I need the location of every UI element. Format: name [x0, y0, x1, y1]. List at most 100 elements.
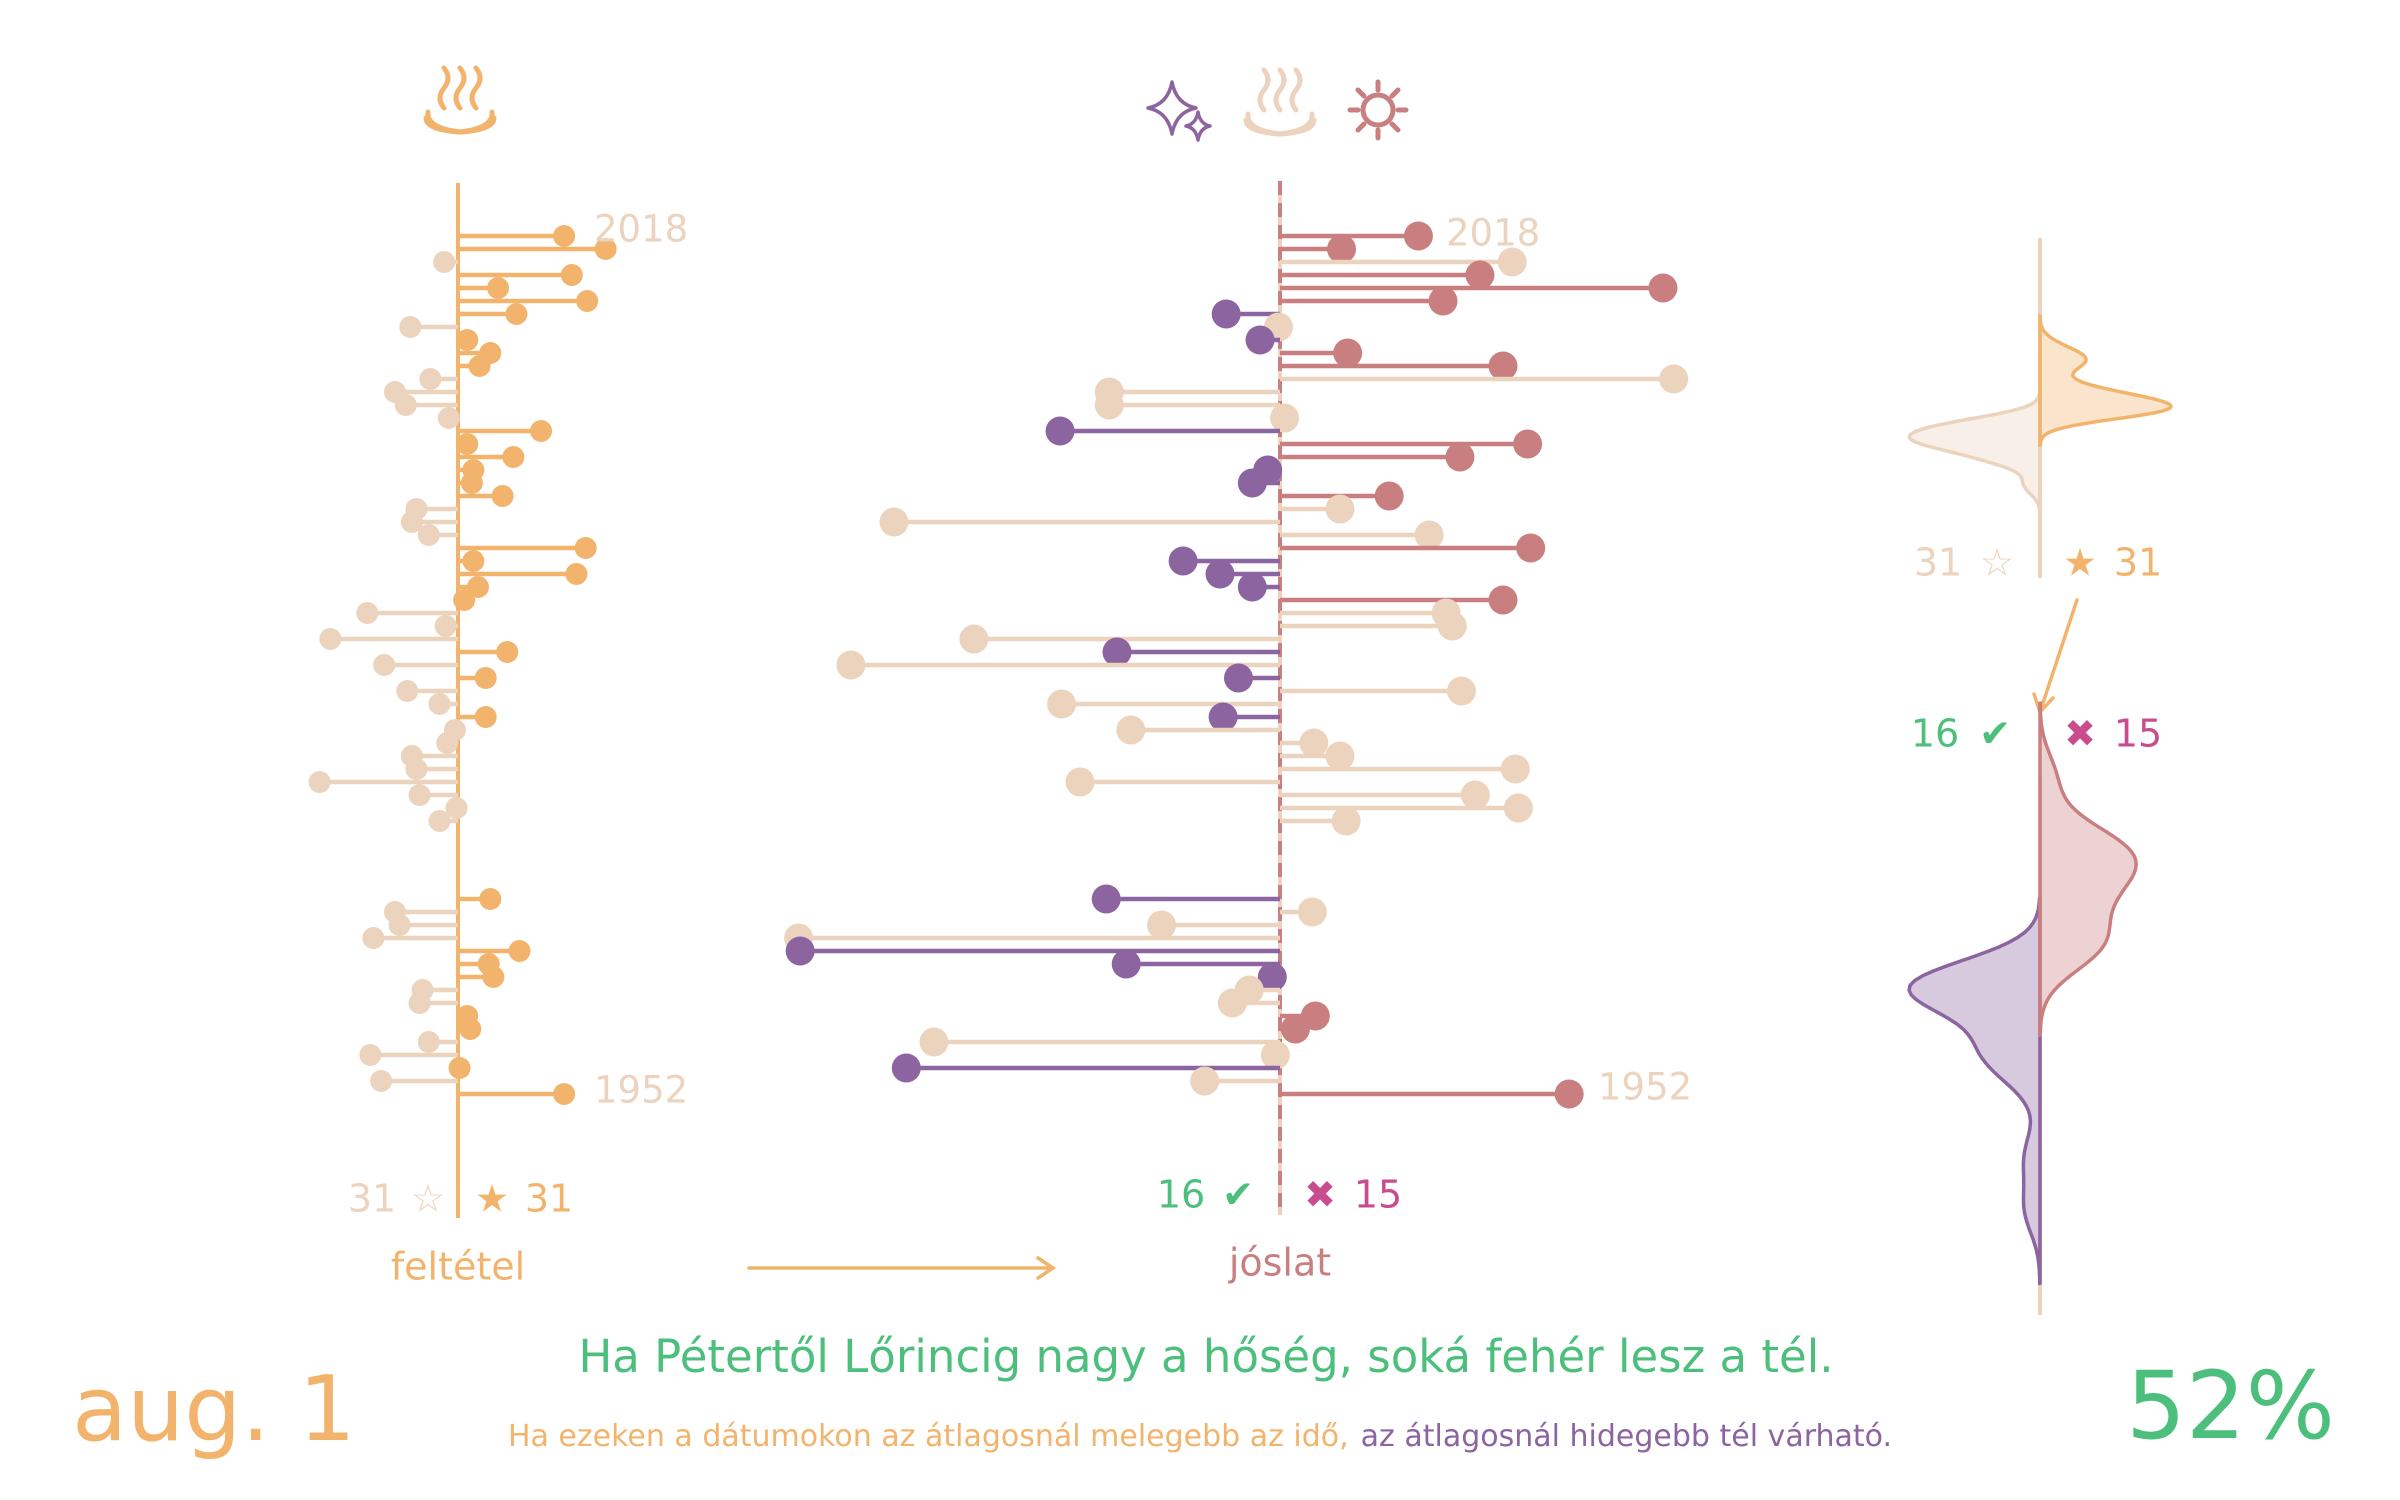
symbol: ✔ — [1979, 712, 2011, 756]
count: 31 — [348, 1177, 396, 1221]
dot — [1445, 442, 1475, 472]
dot — [1245, 325, 1275, 355]
dot — [508, 940, 531, 962]
onsen-icon — [1243, 67, 1317, 137]
dot — [417, 524, 440, 546]
dot — [1659, 364, 1689, 394]
density-warm — [2038, 313, 2174, 448]
dot — [373, 654, 396, 676]
dot — [1500, 754, 1530, 784]
symbol: ★ — [2063, 541, 2097, 585]
dot — [496, 641, 519, 663]
dot — [436, 732, 459, 754]
dot — [356, 602, 379, 624]
dot — [1280, 1014, 1310, 1044]
dot — [1446, 676, 1476, 706]
dot — [459, 1018, 482, 1040]
dot — [456, 433, 479, 455]
dot — [1065, 767, 1095, 797]
dot — [308, 771, 331, 793]
dot — [434, 615, 457, 637]
dot — [879, 507, 909, 537]
dot — [474, 667, 497, 689]
dot — [919, 1027, 949, 1057]
dot — [1102, 637, 1132, 667]
proverb: Ha Pétertől Lőrincig nagy a hőség, soká … — [578, 1330, 1833, 1383]
symbol: ✖ — [2064, 712, 2096, 756]
dot — [456, 329, 479, 351]
dot — [362, 927, 385, 949]
dot — [1091, 884, 1121, 914]
dot — [448, 1057, 471, 1079]
dot — [959, 624, 989, 654]
dot — [1205, 559, 1235, 589]
dot — [396, 680, 419, 702]
dot — [576, 290, 599, 312]
symbol: ☆ — [1980, 541, 2014, 585]
dot — [574, 537, 597, 559]
count: 16 — [1911, 712, 1959, 756]
dot — [445, 797, 468, 819]
dot — [466, 576, 489, 598]
dot — [1554, 1079, 1584, 1109]
dot — [388, 914, 411, 936]
dot — [505, 303, 528, 325]
explanation-warm: Ha ezeken a dátumokon az átlagosnál mele… — [508, 1419, 1349, 1454]
dot — [1260, 1040, 1290, 1070]
dot — [1374, 481, 1404, 511]
count: 16 — [1157, 1173, 1205, 1217]
dot — [1223, 663, 1253, 693]
dot — [891, 1053, 921, 1083]
dot — [468, 355, 491, 377]
dot — [399, 316, 422, 338]
density-cool — [1907, 388, 2042, 518]
year-label: 1952 — [1598, 1066, 1692, 1109]
dot — [1094, 390, 1124, 420]
dot — [553, 1083, 576, 1105]
dot — [1299, 728, 1329, 758]
marks — [308, 221, 1689, 1109]
panel-label: feltétel — [391, 1245, 525, 1289]
dot — [1513, 429, 1543, 459]
year-label: 2018 — [1446, 212, 1540, 255]
dot — [408, 784, 431, 806]
date: aug. 1 — [72, 1357, 356, 1462]
year-label: 2018 — [594, 208, 688, 251]
symbol: ★ — [475, 1177, 509, 1221]
dot — [1111, 949, 1141, 979]
dot — [1168, 546, 1198, 576]
dot — [1437, 611, 1467, 641]
dot — [400, 511, 423, 533]
dot — [1331, 806, 1361, 836]
dot — [319, 628, 342, 650]
dot — [359, 1044, 382, 1066]
dot — [1045, 416, 1075, 446]
dot — [474, 706, 497, 728]
panel-label: jóslat — [1228, 1241, 1331, 1285]
dot — [370, 1070, 393, 1092]
count: 31 — [1914, 541, 1962, 585]
year-label: 1952 — [594, 1069, 688, 1112]
dot — [502, 446, 525, 468]
explanation-cold: az átlagosnál hidegebb tél várható. — [1361, 1419, 1892, 1454]
dot — [437, 407, 460, 429]
dot — [1270, 403, 1300, 433]
dot — [785, 936, 815, 966]
symbol: ☆ — [411, 1177, 445, 1221]
dot — [428, 810, 451, 832]
dot — [482, 966, 505, 988]
dot — [419, 368, 442, 390]
count: 31 — [2114, 541, 2162, 585]
dot — [417, 1031, 440, 1053]
dot — [565, 563, 588, 585]
density-correct — [1907, 897, 2042, 1286]
dot — [462, 550, 485, 572]
dot — [394, 394, 417, 416]
dot — [405, 758, 428, 780]
dot — [1488, 585, 1518, 615]
sun-icon — [1347, 79, 1409, 141]
dot — [1297, 897, 1327, 927]
dot — [1237, 468, 1267, 498]
dot — [1488, 351, 1518, 381]
